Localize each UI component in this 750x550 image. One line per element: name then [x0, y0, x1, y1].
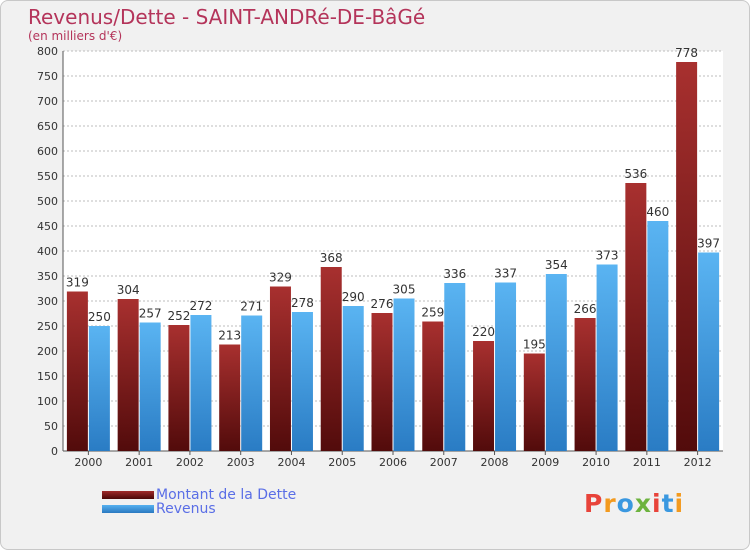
x-tick-label: 2007 [430, 456, 458, 469]
data-label-dette: 259 [421, 306, 444, 320]
data-label-dette: 329 [269, 271, 292, 285]
data-label-dette: 536 [624, 167, 647, 181]
legend-item-dette: Montant de la Dette [102, 487, 296, 503]
x-tick-label: 2006 [379, 456, 407, 469]
data-label-dette: 220 [472, 325, 495, 339]
data-label-revenus: 278 [291, 296, 314, 310]
x-tick-label: 2008 [481, 456, 509, 469]
x-tick-label: 2004 [277, 456, 305, 469]
x-tick-label: 2002 [176, 456, 204, 469]
data-label-revenus: 272 [189, 299, 212, 313]
x-tick-label: 2010 [582, 456, 610, 469]
chart-subtitle: (en milliers d'€) [28, 29, 123, 43]
x-tick-label: 2011 [633, 456, 661, 469]
y-tick-label: 200 [37, 345, 58, 358]
y-tick-label: 450 [37, 220, 58, 233]
legend-item-revenus: Revenus [102, 501, 216, 517]
bar-dette [66, 291, 88, 451]
x-tick-label: 2009 [531, 456, 559, 469]
bar-dette [473, 341, 495, 451]
bar-dette [320, 267, 342, 451]
y-tick-label: 700 [37, 95, 58, 108]
data-label-revenus: 336 [443, 267, 466, 281]
bar-revenus [444, 283, 466, 451]
data-label-dette: 213 [218, 329, 241, 343]
x-tick-label: 2000 [74, 456, 102, 469]
y-tick-label: 0 [51, 445, 58, 458]
data-label-revenus: 290 [342, 290, 365, 304]
data-label-dette: 252 [167, 309, 190, 323]
x-tick-label: 2001 [125, 456, 153, 469]
data-label-revenus: 337 [494, 267, 517, 281]
data-label-revenus: 250 [88, 310, 111, 324]
bar-dette [269, 286, 291, 451]
y-tick-label: 400 [37, 245, 58, 258]
data-label-dette: 195 [523, 338, 546, 352]
data-label-revenus: 354 [545, 258, 568, 272]
y-tick-label: 250 [37, 320, 58, 333]
y-tick-label: 800 [37, 45, 58, 58]
bar-dette [219, 344, 241, 451]
data-label-dette: 368 [320, 251, 343, 265]
bar-dette [523, 353, 545, 451]
data-label-revenus: 373 [596, 249, 619, 263]
bar-revenus [342, 306, 364, 451]
bar-revenus [88, 326, 110, 451]
data-label-dette: 276 [371, 297, 394, 311]
y-tick-label: 500 [37, 195, 58, 208]
y-tick-label: 300 [37, 295, 58, 308]
bar-revenus [698, 252, 720, 451]
data-label-revenus: 305 [393, 283, 416, 297]
data-label-revenus: 257 [139, 307, 162, 321]
bar-revenus [596, 264, 618, 451]
y-tick-label: 150 [37, 370, 58, 383]
bar-dette [168, 325, 190, 451]
y-tick-label: 600 [37, 145, 58, 158]
legend-label-revenus: Revenus [156, 501, 216, 517]
data-label-revenus: 460 [646, 205, 669, 219]
y-tick-label: 100 [37, 395, 58, 408]
legend-swatch-revenus [102, 505, 154, 513]
y-tick-label: 550 [37, 170, 58, 183]
y-tick-label: 50 [44, 420, 58, 433]
bar-revenus [545, 274, 567, 451]
x-tick-label: 2005 [328, 456, 356, 469]
x-tick-label: 2003 [227, 456, 255, 469]
bar-revenus [495, 282, 517, 451]
bar-dette [371, 313, 393, 451]
bar-revenus [190, 315, 212, 451]
data-label-dette: 319 [66, 276, 89, 290]
bar-revenus [139, 322, 161, 451]
data-label-dette: 266 [574, 302, 597, 316]
bar-revenus [241, 315, 263, 451]
proxiti-logo: Proxiti [584, 489, 685, 518]
bar-revenus [291, 312, 313, 451]
data-label-dette: 304 [117, 283, 140, 297]
legend-swatch-dette [102, 491, 154, 499]
data-label-dette: 778 [675, 46, 698, 60]
data-label-revenus: 271 [240, 300, 263, 314]
bar-dette [574, 318, 596, 451]
x-tick-label: 2012 [684, 456, 712, 469]
data-label-revenus: 397 [697, 237, 720, 251]
y-tick-label: 750 [37, 70, 58, 83]
bar-dette [676, 62, 698, 451]
bar-dette [117, 299, 139, 451]
bar-dette [422, 321, 444, 451]
y-tick-label: 650 [37, 120, 58, 133]
bar-revenus [647, 221, 669, 451]
legend-label-dette: Montant de la Dette [156, 487, 297, 503]
y-tick-label: 350 [37, 270, 58, 283]
bar-dette [625, 183, 647, 451]
bar-revenus [393, 298, 415, 451]
chart-title: Revenus/Dette - SAINT-ANDRé-DE-BâGé [28, 5, 426, 29]
